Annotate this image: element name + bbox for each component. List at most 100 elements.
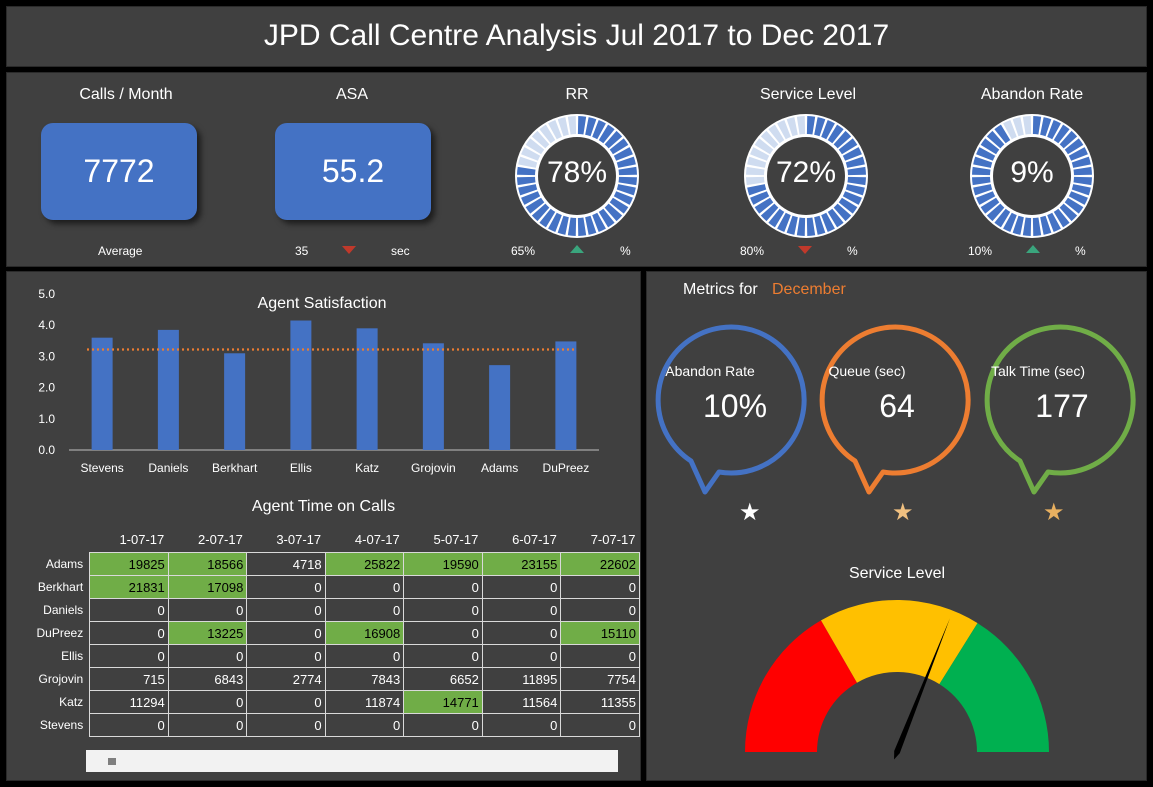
table-cell[interactable]: 7754 xyxy=(560,667,640,691)
x-tick-label: Ellis xyxy=(290,461,312,475)
ring-segment xyxy=(618,166,637,176)
column-header: 3-07-17 xyxy=(276,531,322,547)
table-cell[interactable]: 11874 xyxy=(324,690,405,714)
table-cell[interactable]: 2774 xyxy=(246,667,326,691)
table-cell[interactable]: 0 xyxy=(324,644,405,668)
queue-bubble-value: 64 xyxy=(879,388,915,424)
ring-segment xyxy=(760,130,779,149)
table-row: Katz 11294 0 0 11874 14771 11564 11355 xyxy=(26,690,640,714)
table-cell[interactable]: 4718 xyxy=(246,552,326,576)
ring-segment xyxy=(577,217,587,236)
table-cell[interactable]: 0 xyxy=(403,713,483,737)
ring-segment xyxy=(986,130,1005,149)
gauge-green-zone xyxy=(939,623,1049,752)
ring-segment xyxy=(833,130,852,149)
asa-value-card: 55.2 xyxy=(275,123,431,220)
table-cell[interactable]: 0 xyxy=(246,690,326,714)
table-cell[interactable]: 0 xyxy=(324,713,405,737)
x-tick-label: Daniels xyxy=(148,461,188,475)
table-cell[interactable]: 18566 xyxy=(167,552,248,576)
table-cell[interactable]: 0 xyxy=(89,621,169,645)
ring-segment xyxy=(1003,212,1017,232)
ring-segment xyxy=(973,184,993,196)
table-cell[interactable]: 0 xyxy=(167,598,248,622)
table-cell[interactable]: 0 xyxy=(481,644,562,668)
table-cell[interactable]: 0 xyxy=(89,644,169,668)
ring-segment xyxy=(548,212,562,232)
table-cell[interactable]: 0 xyxy=(167,713,248,737)
table-cell[interactable]: 17098 xyxy=(167,575,248,599)
table-cell[interactable]: 0 xyxy=(246,644,326,668)
table-cell[interactable]: 0 xyxy=(481,575,562,599)
ring-segment xyxy=(517,166,536,176)
gauge-needle xyxy=(894,618,951,760)
agent-satisfaction-chart: Agent Satisfaction 0.0 1.0 2.0 3.0 4.0 5.0 Ste… xyxy=(38,287,599,475)
ring-segment xyxy=(1047,120,1061,140)
column-header: 5-07-17 xyxy=(433,531,479,547)
table-cell[interactable]: 6652 xyxy=(403,667,483,691)
scrollbar-thumb[interactable] xyxy=(108,758,116,765)
asa-unit: sec xyxy=(391,244,410,258)
ring-segment xyxy=(592,120,606,140)
metric-bubbles xyxy=(655,324,1136,495)
table-cell[interactable]: 19825 xyxy=(89,552,169,576)
table-cell[interactable]: 22602 xyxy=(560,552,640,576)
ring-segment xyxy=(777,212,791,232)
table-cell[interactable]: 11895 xyxy=(481,667,562,691)
table-cell[interactable]: 0 xyxy=(167,690,248,714)
table-cell[interactable]: 0 xyxy=(167,644,248,668)
table-cell[interactable]: 11564 xyxy=(481,690,562,714)
table-cell[interactable]: 25822 xyxy=(324,552,405,576)
horizontal-scrollbar[interactable] xyxy=(86,750,618,772)
table-cell[interactable]: 0 xyxy=(89,598,169,622)
metrics-heading: Metrics for xyxy=(683,281,758,298)
table-cell[interactable]: 6843 xyxy=(167,667,248,691)
ring-segment xyxy=(1032,116,1042,135)
bar xyxy=(157,329,179,450)
table-cell[interactable]: 0 xyxy=(324,575,405,599)
row-header: Stevens xyxy=(39,718,84,732)
y-tick-label: 0.0 xyxy=(38,443,55,457)
table-cell[interactable]: 23155 xyxy=(481,552,562,576)
table-cell[interactable]: 0 xyxy=(246,575,326,599)
ring-segment xyxy=(1059,203,1078,222)
table-cell[interactable]: 0 xyxy=(246,713,326,737)
table-cell[interactable]: 0 xyxy=(560,713,640,737)
table-cell[interactable]: 0 xyxy=(89,713,169,737)
table-cell[interactable]: 19590 xyxy=(403,552,483,576)
table-cell[interactable]: 0 xyxy=(560,575,640,599)
table-cell[interactable]: 13225 xyxy=(167,621,248,645)
table-cell[interactable]: 15110 xyxy=(560,621,640,645)
bar xyxy=(290,320,312,450)
table-cell[interactable]: 0 xyxy=(403,621,483,645)
table-cell[interactable]: 0 xyxy=(403,644,483,668)
table-cell[interactable]: 0 xyxy=(481,598,562,622)
table-cell[interactable]: 16908 xyxy=(324,621,405,645)
table-cell[interactable]: 0 xyxy=(560,644,640,668)
ring-segment xyxy=(1073,176,1092,186)
service-level-value: 72% xyxy=(775,156,837,189)
table-cell[interactable]: 0 xyxy=(481,621,562,645)
table-cell[interactable]: 11355 xyxy=(560,690,640,714)
ring-segment xyxy=(747,184,767,196)
table-cell[interactable]: 0 xyxy=(324,598,405,622)
trend-down-icon xyxy=(342,246,356,254)
table-cell[interactable]: 11294 xyxy=(89,690,169,714)
table-cell[interactable]: 0 xyxy=(403,598,483,622)
ring-segment xyxy=(1068,147,1088,161)
table-cell[interactable]: 0 xyxy=(560,598,640,622)
abandon-bubble-shape xyxy=(655,324,807,495)
table-cell[interactable]: 0 xyxy=(246,621,326,645)
talk-bubble-value: 177 xyxy=(1035,388,1089,424)
table-cell[interactable]: 14771 xyxy=(403,690,483,714)
table-cell[interactable]: 21831 xyxy=(89,575,169,599)
table-cell[interactable]: 7843 xyxy=(324,667,405,691)
ring-segment xyxy=(604,130,623,149)
table-cell[interactable]: 0 xyxy=(481,713,562,737)
ring-segment xyxy=(531,203,550,222)
table-row: Berkhart 21831 17098 0 0 0 0 0 xyxy=(26,575,640,599)
ring-segment xyxy=(1071,156,1091,168)
table-cell[interactable]: 0 xyxy=(246,598,326,622)
table-cell[interactable]: 715 xyxy=(89,667,169,691)
table-cell[interactable]: 0 xyxy=(403,575,483,599)
